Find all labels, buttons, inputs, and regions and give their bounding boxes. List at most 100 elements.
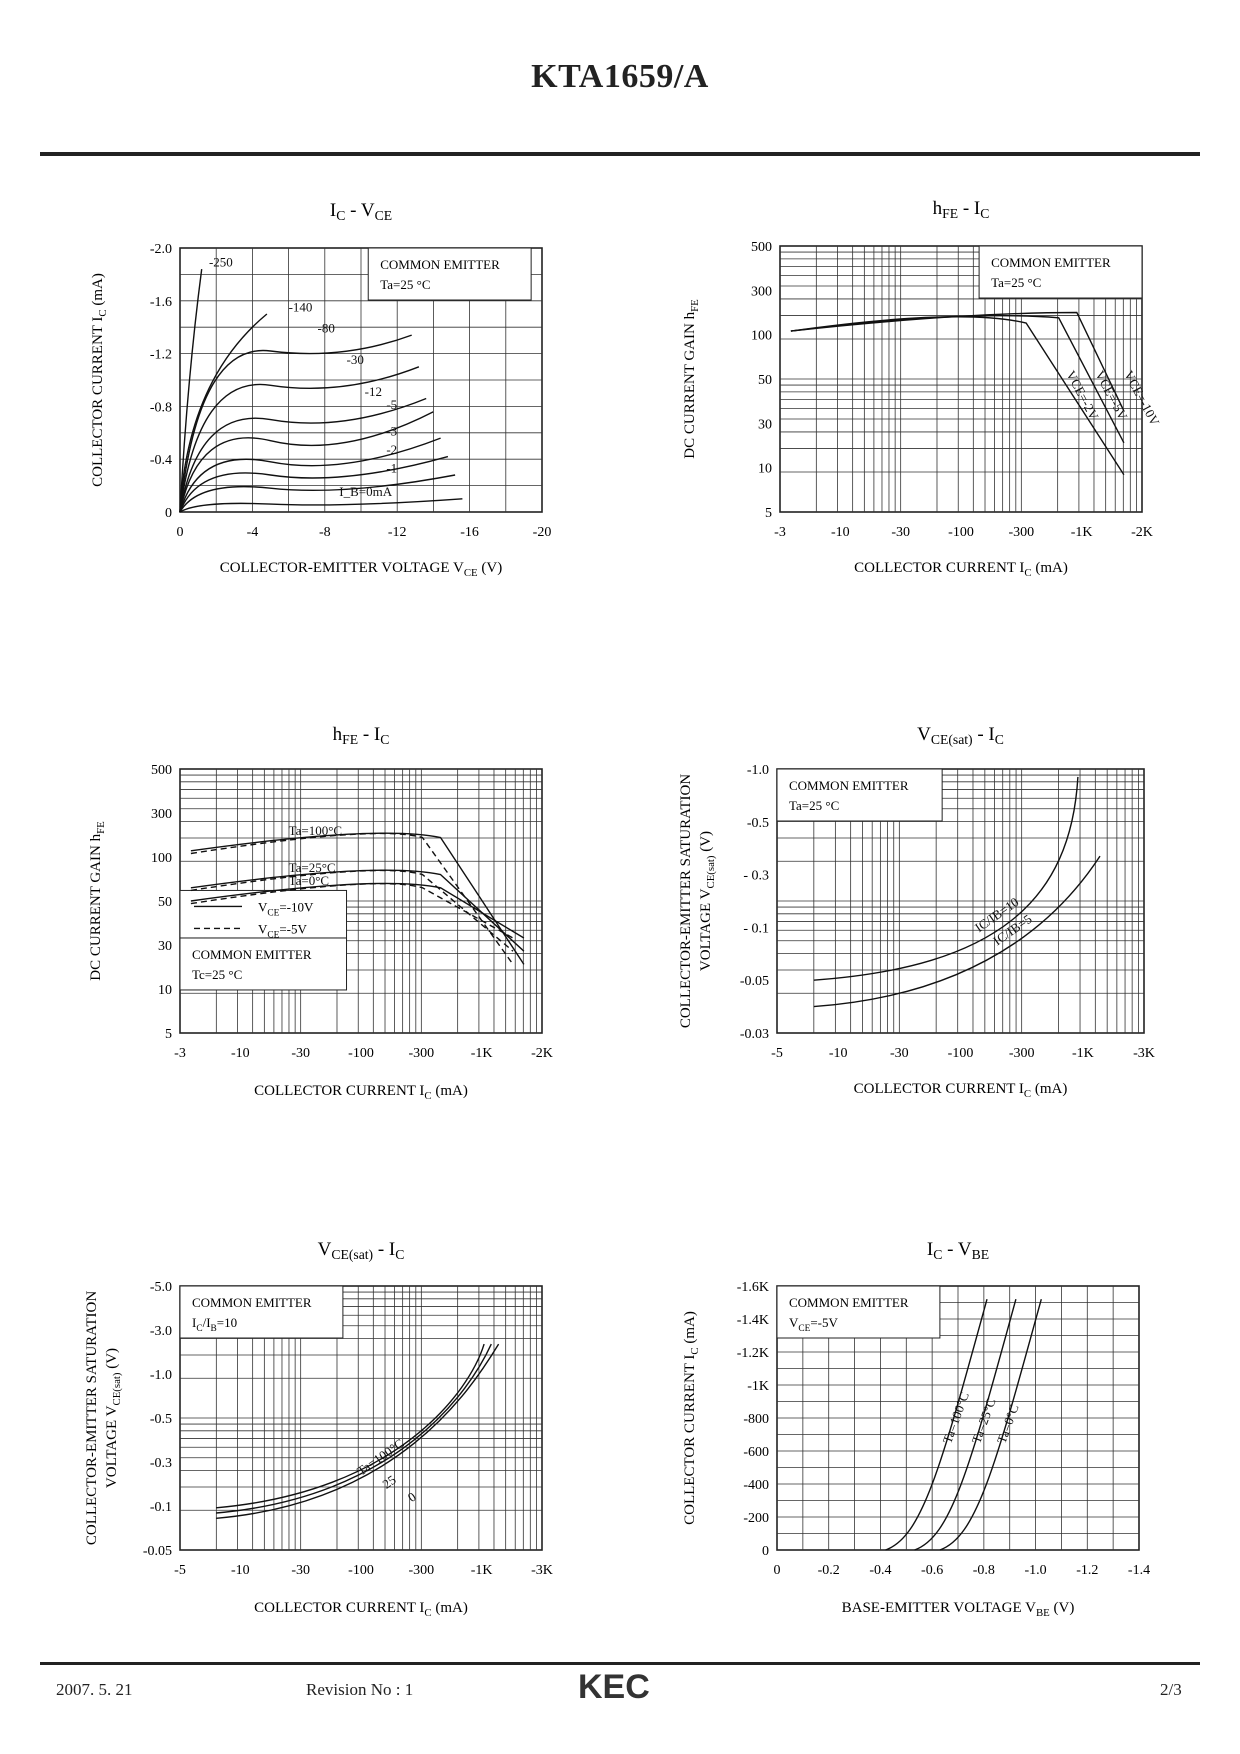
footer-page-number: 2/3 [1160,1680,1182,1699]
series-line [216,1343,485,1509]
x-tick-label: -1K [471,1046,493,1061]
series-line [190,869,514,952]
series-label: -2 [386,442,397,457]
y-axis-label: VOLTAGE VCE(sat) (V) [104,1348,123,1488]
y-tick-label: 500 [751,240,772,255]
series-line [179,269,203,513]
x-tick-label: -0.8 [973,1563,995,1578]
series-group [179,269,463,513]
y-axis-label: COLLECTOR-EMITTER SATURATION [84,1291,100,1545]
x-axis-label: COLLECTOR-EMITTER VOLTAGE VCE (V) [220,560,502,579]
y-tick-label: -0.8 [150,400,172,415]
x-tick-label: -20 [533,525,552,540]
y-axis-label: COLLECTOR CURRENT IC (mA) [682,1311,701,1525]
x-tick-label: -3 [774,525,786,540]
y-tick-label: -1.0 [747,763,769,778]
x-tick-label: -1.2 [1076,1563,1098,1578]
annotation-bg [776,1285,941,1339]
series-label: -80 [318,320,335,335]
legend-label: VCE=-5V [258,921,308,940]
x-tick-label: -1.4 [1128,1563,1150,1578]
series-label: 0 [405,1489,419,1505]
series-label: Ta=100°C [289,823,343,838]
annotation-line: COMMON EMITTER [991,255,1111,270]
plot-grid [777,769,1144,1033]
x-tick-label: -1K [471,1563,493,1578]
y-tick-label: -200 [743,1511,769,1526]
x-tick-label: -0.6 [921,1563,943,1578]
series-label: -12 [365,384,382,399]
chart-title: VCE(sat) - IC [318,1239,405,1263]
x-tick-label: -10 [831,525,850,540]
y-axis-label: VOLTAGE VCE(sat) (V) [698,831,717,971]
annotation-bg [367,247,532,301]
footer-rule [40,1662,1200,1665]
annotation-line: Tc=25 °C [192,967,242,982]
x-tick-label: -4 [247,525,259,540]
series-label: Ta=25°C [289,860,336,875]
series-line [790,316,1125,476]
chart-title: VCE(sat) - IC [917,724,1004,748]
legend: VCE=-10V VCE=-5V [179,889,348,940]
x-tick-label: -30 [291,1046,310,1061]
x-axis-label: COLLECTOR CURRENT IC (mA) [254,1083,468,1102]
annotation-line: COMMON EMITTER [192,947,312,962]
y-tick-label: -1.2K [737,1346,769,1361]
x-tick-label: -100 [348,1046,374,1061]
y-tick-label: -5.0 [150,1280,172,1295]
series-label: I_B=0mA [339,484,392,499]
x-axis-label: COLLECTOR CURRENT IC (mA) [854,560,1068,579]
series-line [179,334,412,513]
y-tick-label: 300 [751,284,772,299]
chart-hfe-ic-1: hFE - IC -3 -10 -30 -100 -300 -1K -2K 500 300 100 5… [682,198,1163,579]
y-tick-label: 0 [762,1544,769,1559]
series-label: Ta=100°C [354,1436,406,1479]
legend-label: VCE=-10V [258,899,314,918]
y-tick-label: 100 [151,851,172,866]
annotation-line: COMMON EMITTER [192,1295,312,1310]
series-group [813,776,1101,1008]
series-label: 25 [379,1472,398,1492]
series-line [813,855,1101,1008]
series-line [179,455,449,513]
x-tick-label: -100 [948,525,974,540]
series-line [179,366,420,513]
series-line [179,411,434,513]
annotation-bg [179,1285,344,1339]
x-tick-label: -30 [890,1046,909,1061]
plot-grid [180,1286,542,1550]
annotation-bg [179,937,348,991]
y-tick-label: -0.05 [740,974,769,989]
page-title: KTA1659/A [531,58,709,95]
x-tick-label: -300 [408,1563,434,1578]
chart-title: IC - VCE [330,200,392,223]
y-tick-label: -2.0 [150,242,172,257]
x-tick-label: -1K [1072,1046,1094,1061]
series-line [179,313,268,513]
series-label: -30 [347,352,364,367]
x-tick-label: -10 [829,1046,848,1061]
x-tick-label: 0 [774,1563,781,1578]
annotation-line: COMMON EMITTER [380,257,500,272]
series-line [914,1299,1017,1551]
series-label: -3 [386,423,397,438]
x-tick-label: -30 [891,525,910,540]
x-tick-label: -16 [460,525,479,540]
series-line [179,437,441,513]
series-label: -140 [289,299,313,314]
chart-vcesat-ic-2: VCE(sat) - IC -5 -10 -30 -100 -300 -1K -3K -5.0 -… [84,1239,553,1619]
x-tick-label: -5 [174,1563,186,1578]
y-tick-label: -0.5 [747,816,769,831]
series-line [216,1343,500,1519]
x-tick-label: -2K [531,1046,553,1061]
x-tick-label: -5 [771,1046,783,1061]
x-tick-label: -8 [319,525,331,540]
x-tick-label: -0.2 [818,1563,840,1578]
x-tick-label: -1.0 [1024,1563,1046,1578]
annotation-box: COMMON EMITTER Ta=25 °C [367,247,532,301]
chart-title: IC - VBE [927,1239,989,1262]
x-tick-label: -10 [231,1563,250,1578]
annotation-line: IC/IB=10 [192,1315,237,1334]
